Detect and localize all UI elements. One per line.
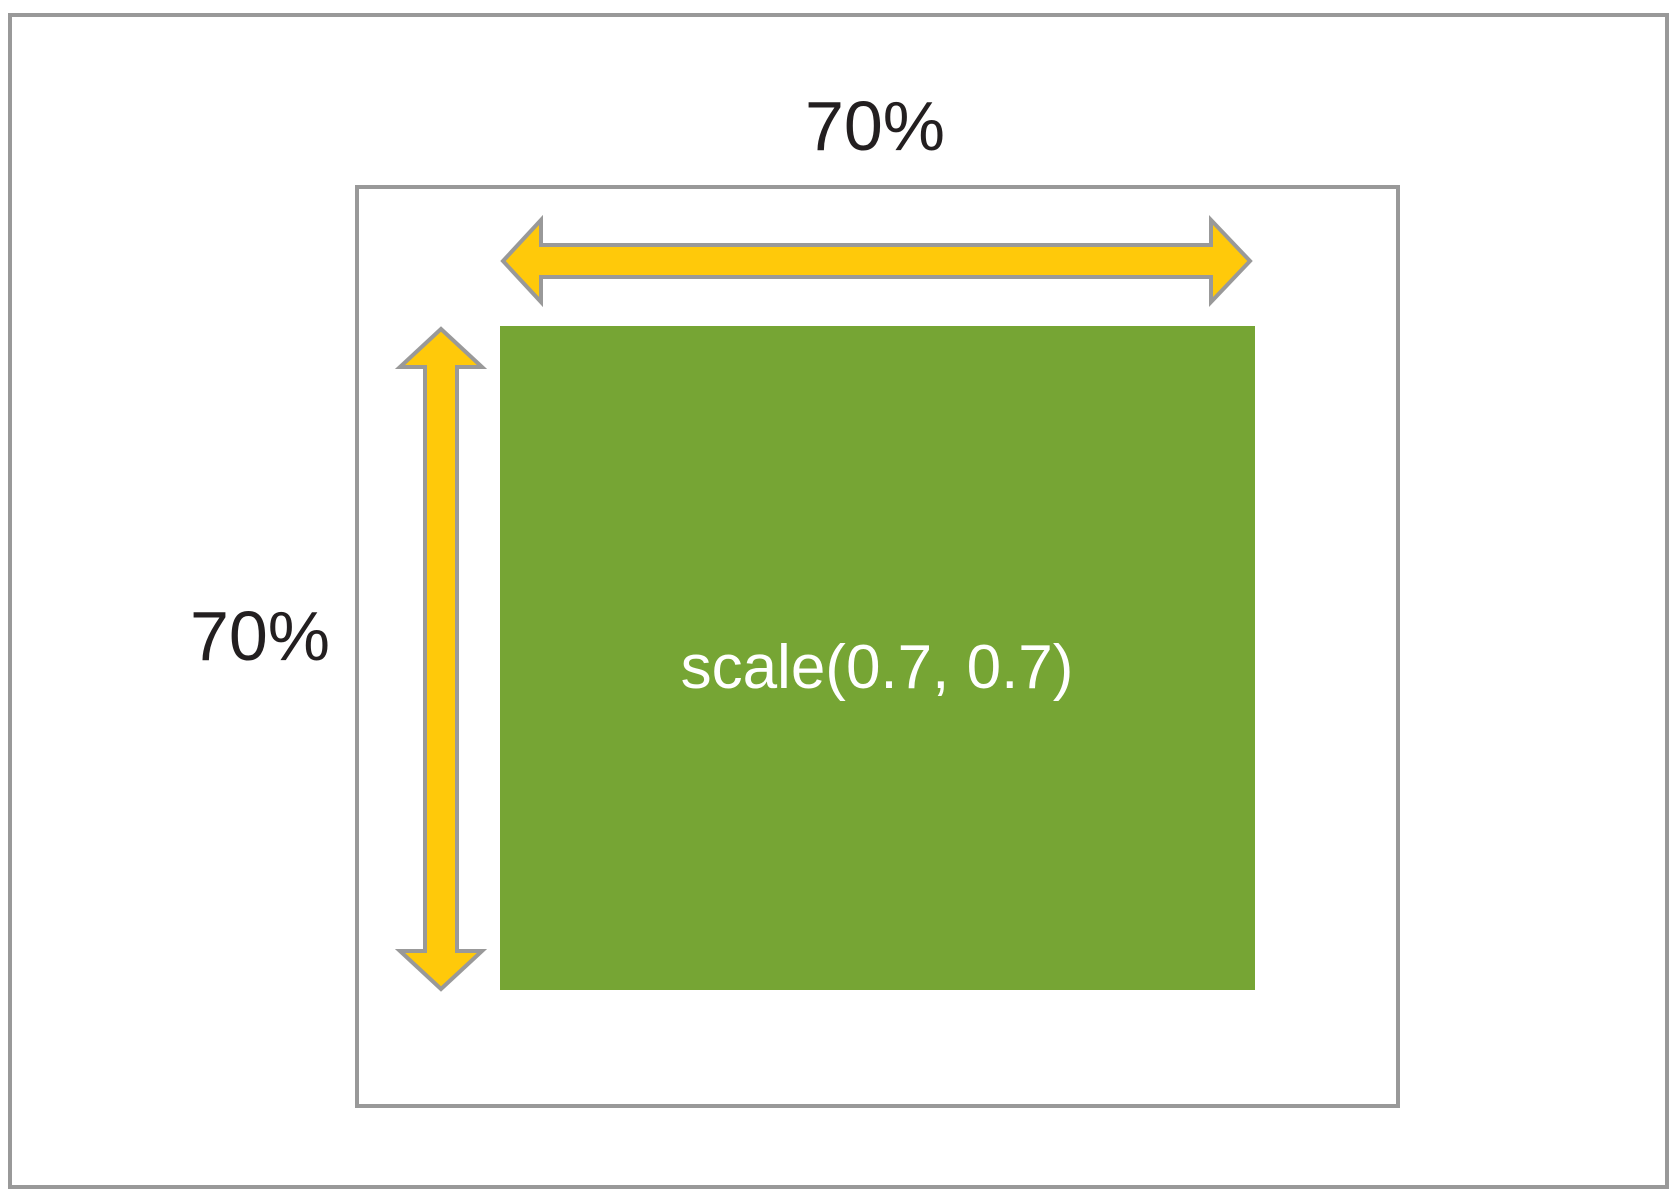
top-label: 70%	[805, 87, 945, 165]
vertical-arrow	[394, 326, 488, 992]
box-label: scale(0.7, 0.7)	[681, 633, 1074, 702]
side-label: 70%	[190, 597, 330, 675]
horizontal-arrow	[500, 214, 1253, 308]
scaled-box	[500, 326, 1255, 990]
